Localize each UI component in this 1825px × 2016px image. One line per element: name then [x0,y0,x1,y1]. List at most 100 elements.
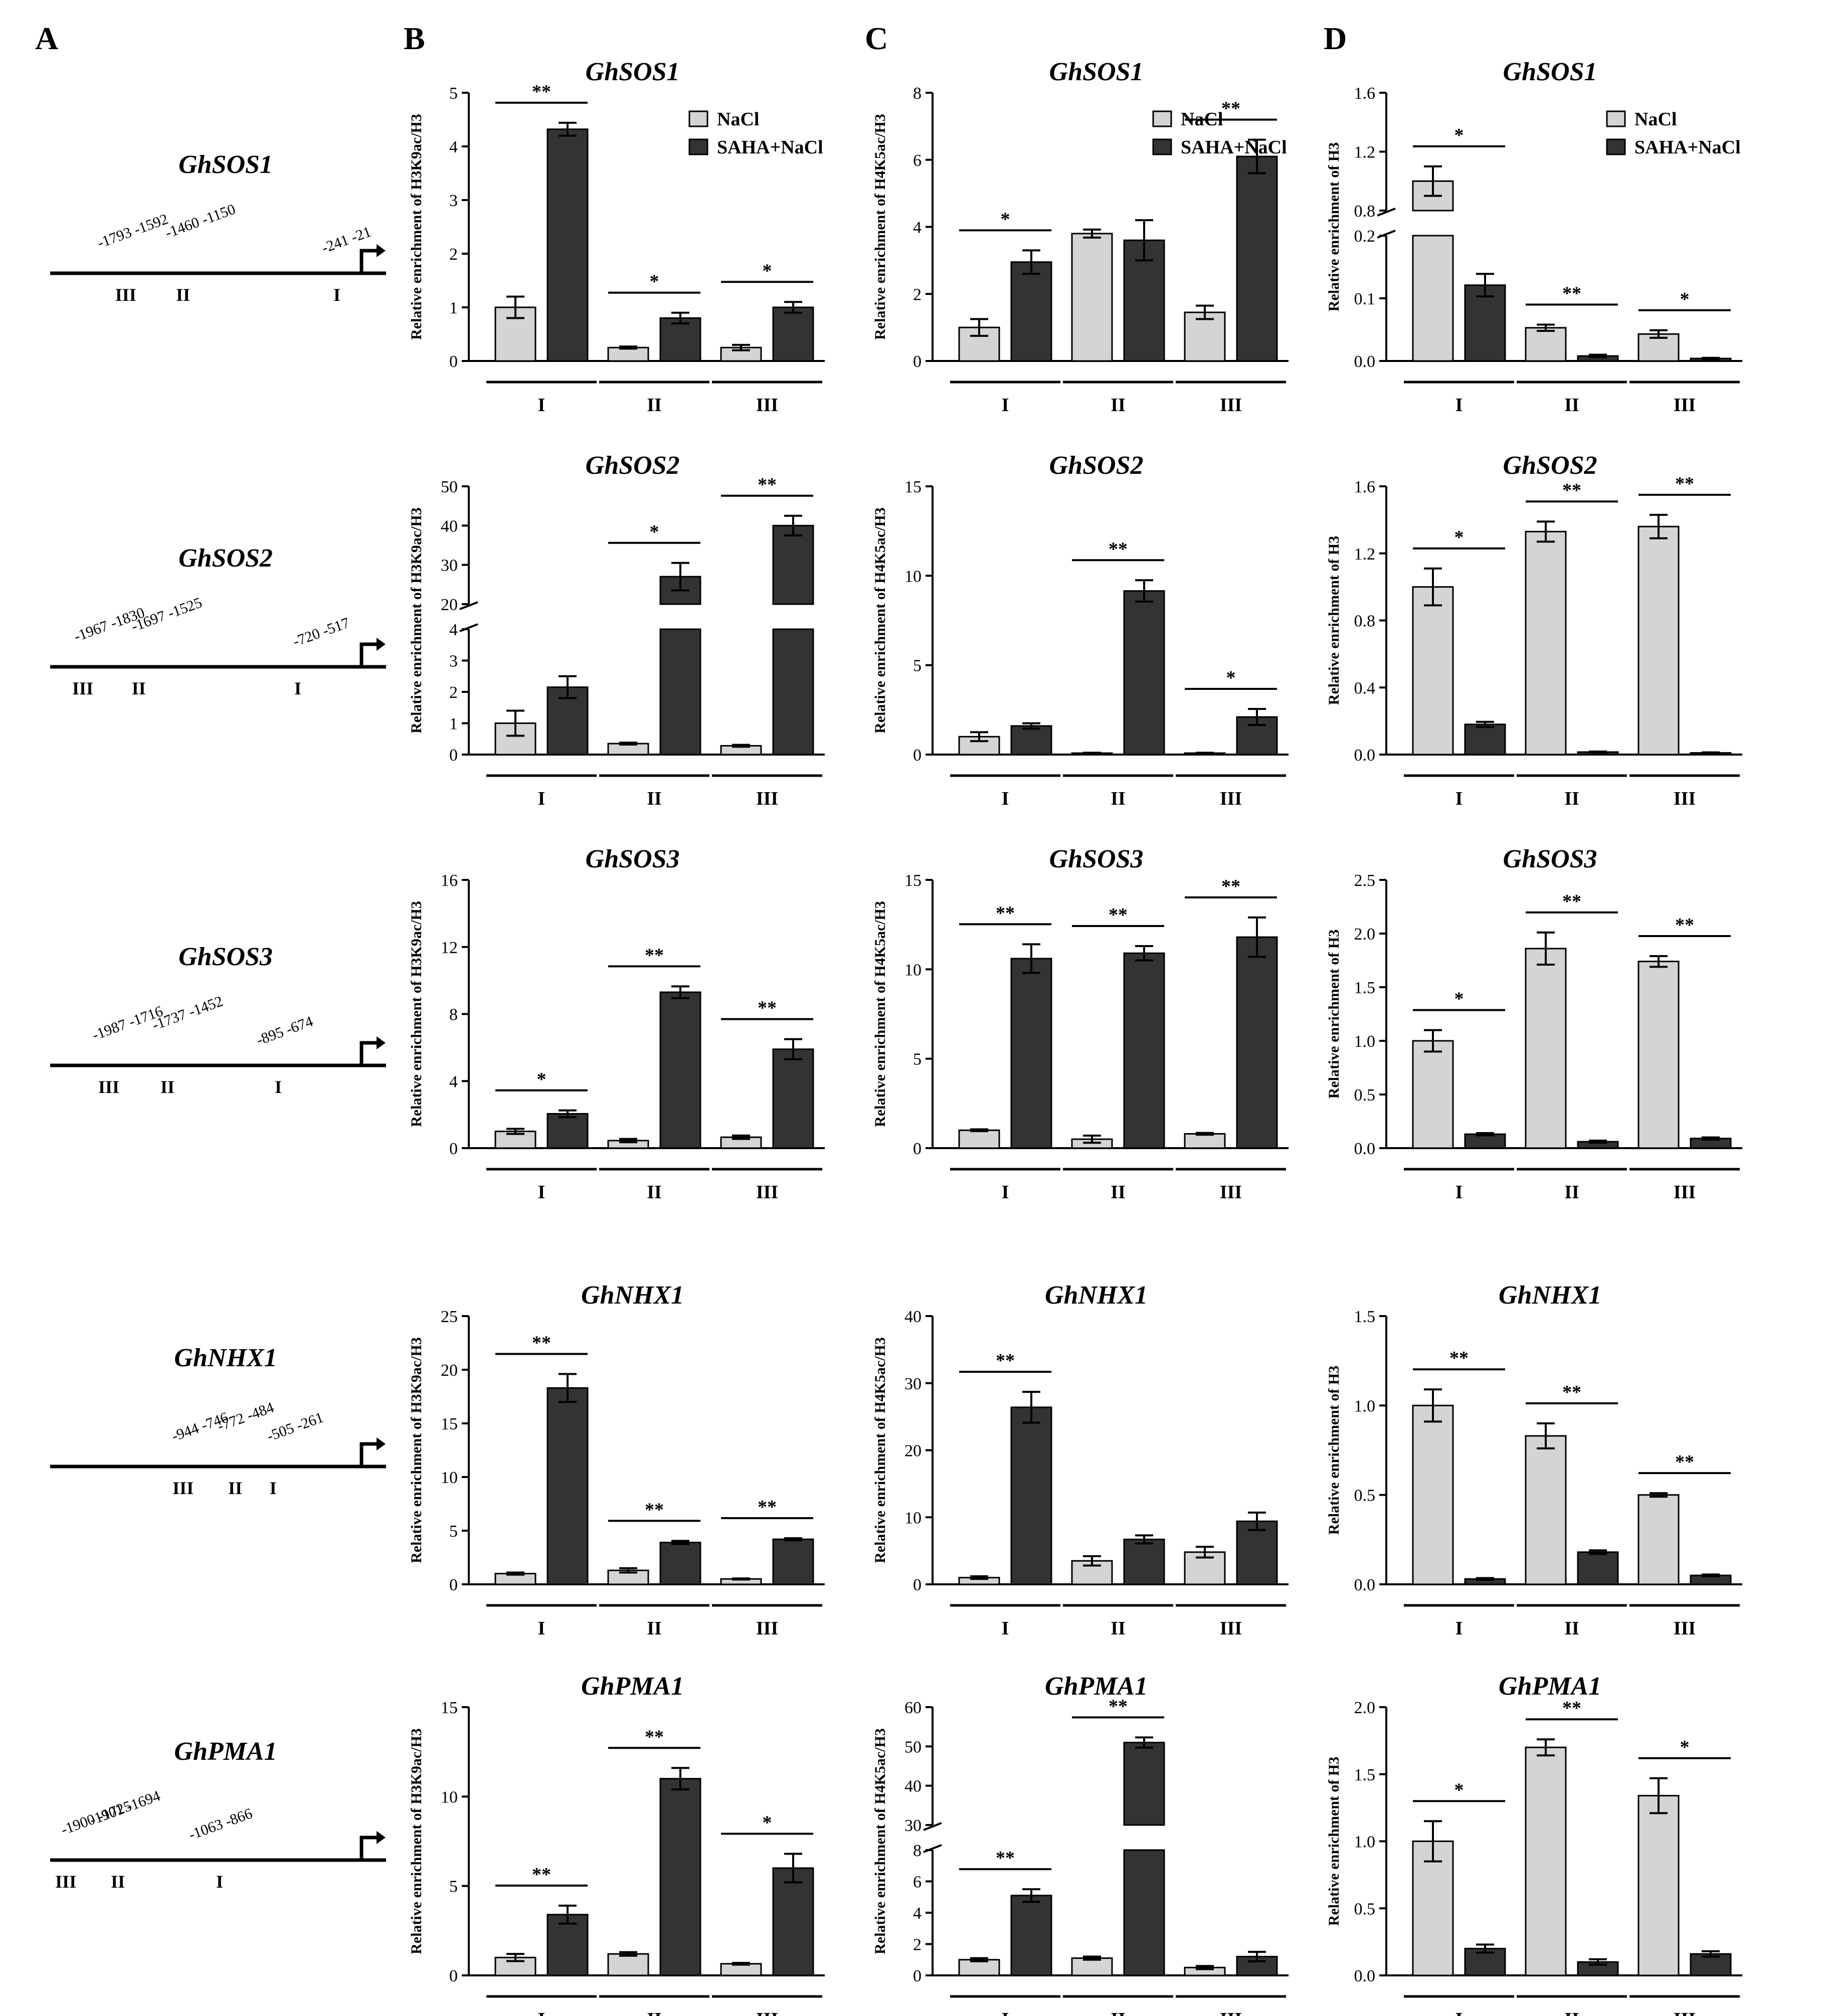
y-tick-label: 0 [449,746,458,765]
tss-arrow-icon [359,249,377,273]
y-tick-label: 1.5 [1354,979,1376,997]
y-tick-label: 0 [449,1967,458,1985]
y-tick-label: 0.4 [1354,679,1376,697]
diagram-gene-title: GhPMA1 [174,1737,277,1766]
x-tick-label: III [756,1618,778,1639]
promoter-ghpma1: GhPMA1-1900 -1725-1901 -1694 -1063 -866II… [50,1737,386,1892]
bar-nacl [607,1953,649,1976]
significance-mark: * [1226,667,1236,688]
bar-nacl [1525,948,1567,1149]
region-label: III [172,1478,194,1498]
bar-nacl [1412,586,1454,756]
y-tick-label: 0.0 [1354,352,1376,371]
y-tick-label: 1 [449,299,458,317]
significance-mark: ** [645,1726,664,1747]
legend-label-nacl: NaCl [1181,109,1223,130]
x-tick-label: II [1111,1618,1126,1639]
axis-break-mark [1377,230,1396,239]
chart-b-ghsos1: 0 1 2 3 4 5 GhSOS1 Relative enrichment of H3K9a… [408,58,825,416]
region-label: II [132,678,146,698]
y-tick-label: 1.6 [1354,84,1376,103]
x-tick-label: II [1564,395,1579,416]
y-axis-label: Relative enrichment of H4K5ac/H3 [872,1337,888,1563]
bar-nacl [1412,1841,1454,1976]
region-label: II [176,285,190,305]
y-tick-label: 0 [449,1576,458,1594]
y-tick-label: 1.0 [1354,1397,1376,1415]
bar-saha [659,317,701,362]
y-axis-label: Relative enrichment of H3 [1326,142,1342,311]
chart-title: GhPMA1 [1045,1672,1148,1701]
x-tick-label: III [1220,788,1242,809]
significance-mark: ** [1109,904,1128,926]
y-tick-label: 2.0 [1354,925,1376,944]
region-label: II [228,1478,242,1498]
chart-b-ghpma1: 0 5 10 15 GhPMA1 Relative enrichment of H3K9a… [408,1672,825,2016]
y-tick-label: 1.5 [1354,1308,1376,1326]
x-tick-label: I [1455,1618,1463,1639]
bar-saha [546,128,589,362]
region-label: I [333,285,340,305]
x-tick-label: I [538,395,545,416]
region-label: I [294,678,301,698]
y-tick-label: 1.2 [1354,143,1376,162]
diagram-gene-title: GhSOS3 [178,943,273,971]
legend-label-nacl: NaCl [1634,109,1677,130]
tss-arrow-icon [359,642,377,667]
y-tick-label: 5 [913,657,922,675]
x-tick-label: I [538,1618,545,1639]
bar-nacl [1525,327,1567,362]
diagram-gene-title: GhNHX1 [174,1344,277,1372]
y-axis-label: Relative enrichment of H3K9ac/H3 [408,507,425,734]
significance-mark: ** [996,1848,1015,1869]
x-tick-label: III [1220,2009,1242,2016]
x-tick-label: I [1002,1182,1009,1203]
x-tick-label: I [1002,395,1009,416]
chart-c-ghpma1: 0 2 4 6 8 30 40 50 60 GhPMA1 Relative enrichment o… [872,1672,1289,2016]
bar-saha [1236,936,1278,1149]
y-tick-label: 0.2 [1354,227,1376,246]
significance-mark: * [763,260,772,281]
bar-saha [659,628,701,756]
y-tick-label: 8 [913,84,922,103]
bar-nacl [1071,1957,1113,1976]
x-tick-label: I [538,788,545,809]
x-tick-label: II [1564,788,1579,809]
y-tick-label: 0.0 [1354,746,1376,765]
y-axis-label: Relative enrichment of H3 [1326,930,1342,1098]
bar-saha [659,991,701,1149]
bar-nacl [1412,1040,1454,1149]
x-tick-label: I [538,2009,545,2016]
chart-title: GhNHX1 [1499,1281,1601,1310]
significance-mark: ** [1562,1698,1581,1719]
axis-break-mark [459,623,478,632]
y-axis-label: Relative enrichment of H4K5ac/H3 [872,507,888,734]
y-tick-label: 0.8 [1354,202,1376,221]
chart-c-ghnhx1: 0 10 20 30 40 GhNHX1 Relative enrichment of H4… [872,1281,1289,1639]
bar-saha [1577,1551,1619,1585]
y-axis-label: Relative enrichment of H3 [1326,1366,1342,1535]
x-tick-label: I [1002,1618,1009,1639]
significance-mark: ** [758,474,777,495]
promoter-ghsos2: GhSOS2-1967 -1830-1697 -1525 -720 -517III… [50,544,386,698]
y-tick-label: 16 [441,871,458,890]
chart-b-ghsos2: 0 1 2 3 4 20 30 40 50 GhSOS2 Relative enrichment o… [408,451,825,809]
tss-arrowhead-icon [377,1036,386,1049]
y-tick-label: 0.0 [1354,1140,1376,1158]
x-tick-label: III [756,788,778,809]
y-tick-label: 0 [913,352,922,371]
y-tick-label: 0.5 [1354,1487,1376,1505]
position-label: -720 -517 [291,614,352,650]
y-tick-label: 10 [904,567,922,586]
bar-nacl [1412,235,1454,362]
bar-saha [772,628,814,756]
x-tick-label: II [1111,395,1126,416]
significance-mark: ** [645,945,664,966]
x-tick-label: II [1111,788,1126,809]
x-tick-label: III [756,1182,778,1203]
chart-title: GhSOS3 [586,845,680,873]
bar-saha [1464,1133,1506,1149]
y-tick-label: 1.6 [1354,478,1376,496]
position-label: -1063 -866 [187,1805,255,1843]
significance-mark: * [763,1812,772,1833]
